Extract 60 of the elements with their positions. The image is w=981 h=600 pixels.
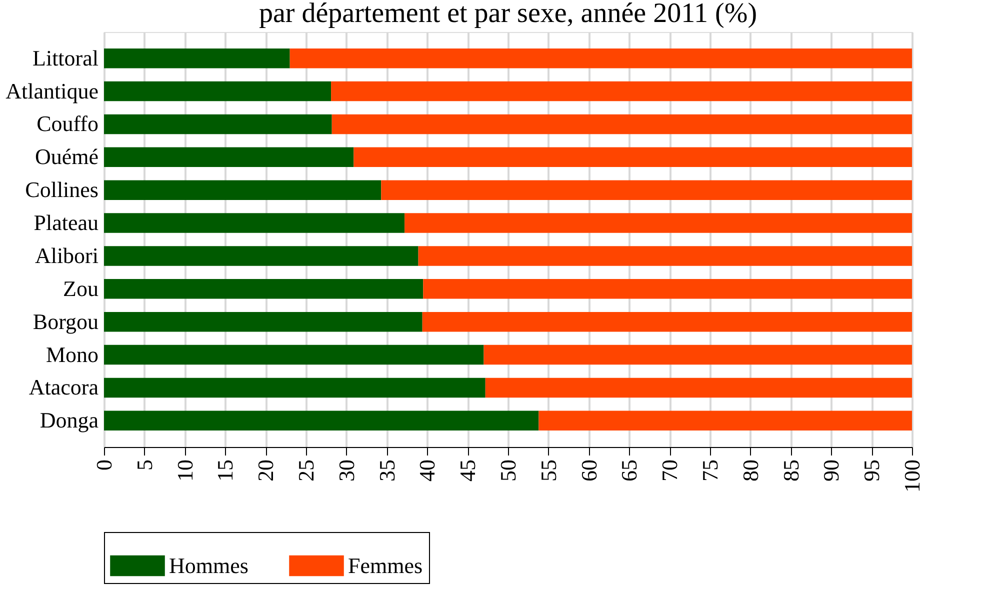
bar (404, 213, 912, 233)
bar (104, 344, 484, 365)
bar (331, 81, 912, 102)
chart-title: par département et par sexe, année 2011 (%) (258, 0, 758, 29)
y-tick-label: Zou (63, 276, 98, 301)
bar (290, 48, 912, 68)
x-tick-label: 55 (536, 460, 561, 482)
x-tick-label: 100 (900, 460, 924, 492)
x-tick-label: 45 (455, 460, 480, 482)
bar (354, 147, 912, 168)
y-tick-label: Couffo (36, 111, 98, 136)
y-tick-label: Borgou (32, 308, 98, 334)
y-tick-label: Alibori (34, 242, 98, 268)
x-tick-label: 50 (496, 460, 520, 482)
x-tick-label: 40 (414, 460, 440, 482)
y-tick-label: Collines (25, 177, 98, 202)
x-tick-label: 20 (253, 460, 278, 482)
bar (381, 180, 912, 200)
bar (104, 410, 539, 431)
legend-label: Hommes (169, 552, 248, 578)
bar (104, 312, 422, 332)
bar (104, 279, 424, 299)
bar (422, 312, 912, 332)
x-tick-label: 10 (172, 460, 198, 482)
bar (104, 147, 354, 168)
x-tick-label: 30 (334, 460, 359, 482)
bar (538, 410, 912, 431)
bar (423, 279, 912, 299)
x-tick-label: 0 (92, 460, 116, 470)
x-tick-label: 80 (738, 460, 763, 482)
x-tick-label: 15 (212, 460, 238, 482)
y-tick-label: Plateau (34, 210, 98, 236)
x-tick-label: 25 (294, 460, 318, 482)
x-tick-label: 95 (859, 460, 884, 482)
bar (104, 378, 486, 398)
bar (418, 246, 912, 266)
y-tick-label: Littoral (32, 45, 98, 70)
x-tick-label: 70 (657, 460, 682, 482)
x-tick-label: 5 (132, 460, 157, 470)
x-tick-label: 60 (576, 460, 602, 482)
bar (332, 114, 912, 134)
bar (104, 213, 405, 233)
bar (484, 344, 912, 365)
bar (104, 81, 332, 102)
x-tick-label: 35 (374, 460, 400, 482)
bar (104, 114, 332, 134)
x-tick-label: 65 (616, 460, 642, 482)
y-tick-label: Ouémé (34, 144, 98, 170)
y-tick-label: Atlantique (6, 78, 98, 104)
bar (104, 246, 418, 266)
bar (104, 180, 382, 200)
y-tick-label: Donga (40, 408, 99, 433)
bar (104, 48, 290, 68)
legend-label: Femmes (348, 552, 423, 578)
x-tick-label: 90 (818, 460, 844, 482)
bar (485, 378, 912, 398)
x-tick-label: 75 (698, 460, 722, 482)
y-tick-label: Mono (46, 342, 98, 367)
y-tick-label: Atacora (28, 374, 99, 400)
x-tick-label: 85 (778, 460, 804, 482)
